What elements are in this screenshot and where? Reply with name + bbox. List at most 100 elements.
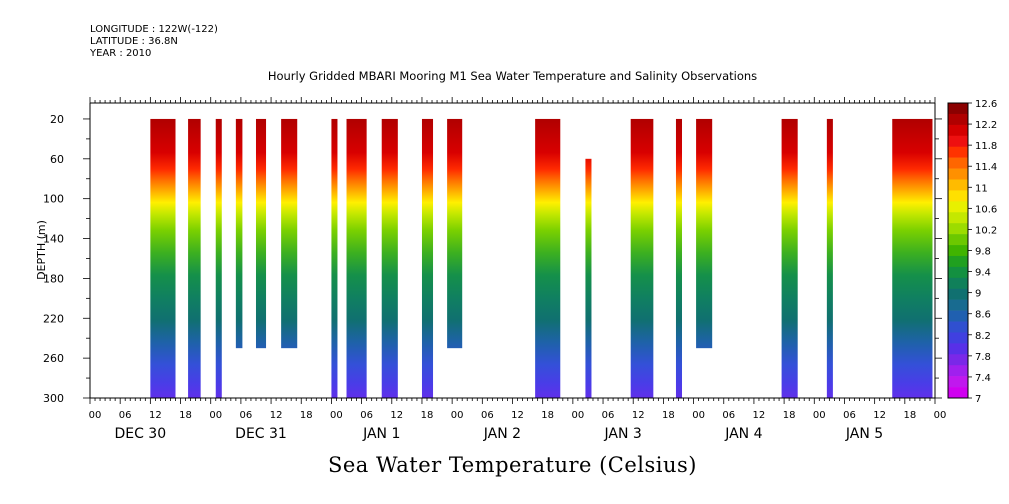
data-segment-17 — [826, 118, 833, 398]
colorbar-label: 11 — [975, 183, 988, 194]
colorbar: 12.6 12.2 11.8 11.4 11 10.6 10.2 9.8 9.4 9 8.6 8.2 7… — [947, 99, 997, 405]
colorbar-swatch — [948, 255, 968, 268]
colorbar-label: 12.2 — [975, 120, 997, 131]
colorbar-swatch — [948, 266, 968, 279]
x-hour-label: 18 — [541, 410, 554, 421]
colorbar-swatch — [948, 343, 968, 355]
colorbar-label: 9.8 — [975, 247, 991, 258]
x-hour-label: 18 — [421, 410, 434, 421]
y-tick-label: 60 — [50, 153, 64, 166]
x-day-label: JAN 4 — [724, 426, 762, 442]
data-segment-16 — [781, 118, 798, 398]
colorbar-swatch — [948, 376, 968, 388]
colorbar-swatch — [948, 299, 968, 311]
year-label: YEAR : 2010 — [90, 48, 152, 59]
colorbar-label: 8.6 — [975, 310, 991, 321]
colorbar-swatch — [948, 365, 968, 377]
colorbar-swatch — [948, 146, 968, 158]
data-segment-12 — [585, 158, 592, 398]
colorbar-swatch — [948, 387, 968, 399]
y-tick-label: 140 — [43, 233, 64, 246]
data-segment-11 — [535, 118, 561, 398]
colorbar-swatch — [948, 245, 968, 257]
colorbar-swatch — [948, 234, 968, 246]
x-day-label: JAN 2 — [483, 426, 521, 442]
colorbar-label: 9 — [975, 289, 981, 300]
colorbar-swatch — [948, 332, 968, 344]
x-hour-label: 00 — [451, 410, 464, 421]
x-hour-label: 00 — [330, 410, 343, 421]
x-hour-label: 12 — [390, 410, 403, 421]
colorbar-label: 10.2 — [975, 225, 997, 236]
x-hour-label: 12 — [511, 410, 524, 421]
colorbar-swatch — [948, 124, 968, 137]
x-hour-label: 12 — [149, 410, 162, 421]
x-hour-label: 12 — [632, 410, 645, 421]
x-hour-label: 00 — [209, 410, 222, 421]
colorbar-swatch — [948, 113, 968, 126]
colorbar-label: 7.8 — [975, 352, 991, 363]
data-segment-6 — [331, 118, 338, 398]
chart-title: Hourly Gridded MBARI Mooring M1 Sea Wate… — [267, 69, 758, 83]
colorbar-swatch — [948, 190, 968, 202]
x-hour-label: 06 — [360, 410, 373, 421]
colorbar-swatch — [948, 354, 968, 366]
colorbar-swatch — [948, 168, 968, 180]
x-day-label: JAN 1 — [362, 426, 400, 442]
data-segment-15 — [696, 118, 713, 349]
x-hour-label: 06 — [481, 410, 494, 421]
x-day-label: JAN 5 — [845, 426, 883, 442]
x-hour-label: 06 — [240, 410, 253, 421]
data-segment-0 — [150, 118, 176, 398]
colorbar-label: 11.8 — [975, 141, 997, 152]
x-hour-label: 06 — [119, 410, 132, 421]
colorbar-label: 9.4 — [975, 268, 991, 279]
data-segment-1 — [188, 118, 201, 398]
colorbar-swatch — [948, 310, 968, 322]
data-segment-5 — [281, 118, 298, 349]
data-segment-4 — [255, 118, 267, 349]
y-tick-label: 220 — [43, 312, 64, 325]
colorbar-swatch — [948, 157, 968, 169]
data-segment-8 — [381, 118, 398, 398]
colorbar-label: 10.6 — [975, 204, 997, 215]
data-segment-10 — [447, 118, 463, 349]
x-day-label: DEC 30 — [114, 426, 166, 442]
bottom-title: Sea Water Temperature (Celsius) — [327, 453, 697, 477]
colorbar-label: 8.2 — [975, 331, 991, 342]
data-segment-14 — [675, 118, 683, 398]
x-hour-label: 12 — [873, 410, 886, 421]
x-hour-label: 06 — [602, 410, 615, 421]
x-hour-label: 12 — [753, 410, 766, 421]
y-tick-label: 180 — [43, 272, 64, 285]
colorbar-swatch — [948, 179, 968, 191]
data-segment-2 — [215, 118, 222, 398]
plot-area — [150, 118, 933, 398]
x-hour-label: 12 — [270, 410, 283, 421]
x-hour-label: 18 — [300, 410, 313, 421]
data-segment-18 — [892, 118, 933, 398]
colorbar-label: 12.6 — [975, 99, 997, 110]
colorbar-swatch — [948, 103, 968, 115]
y-tick-label: 300 — [43, 392, 64, 405]
colorbar-swatch — [948, 135, 968, 148]
data-segment-3 — [235, 118, 243, 349]
x-hour-label: 18 — [783, 410, 796, 421]
data-segment-9 — [421, 118, 434, 398]
data-segment-7 — [346, 118, 367, 398]
x-day-label: JAN 3 — [604, 426, 642, 442]
colorbar-swatch — [948, 223, 968, 235]
x-hour-label: 18 — [903, 410, 916, 421]
data-segment-13 — [630, 118, 654, 398]
x-hour-label: 18 — [662, 410, 675, 421]
y-axis-label: DEPTH (m) — [35, 220, 48, 280]
colorbar-label: 11.4 — [975, 162, 997, 173]
y-tick-label: 260 — [43, 352, 64, 365]
x-hour-label: 06 — [843, 410, 856, 421]
colorbar-swatch — [948, 288, 968, 300]
x-hour-label: 00 — [934, 410, 947, 421]
x-hour-label: 00 — [692, 410, 705, 421]
colorbar-label: 7.4 — [975, 373, 991, 384]
x-hour-label: 18 — [179, 410, 192, 421]
